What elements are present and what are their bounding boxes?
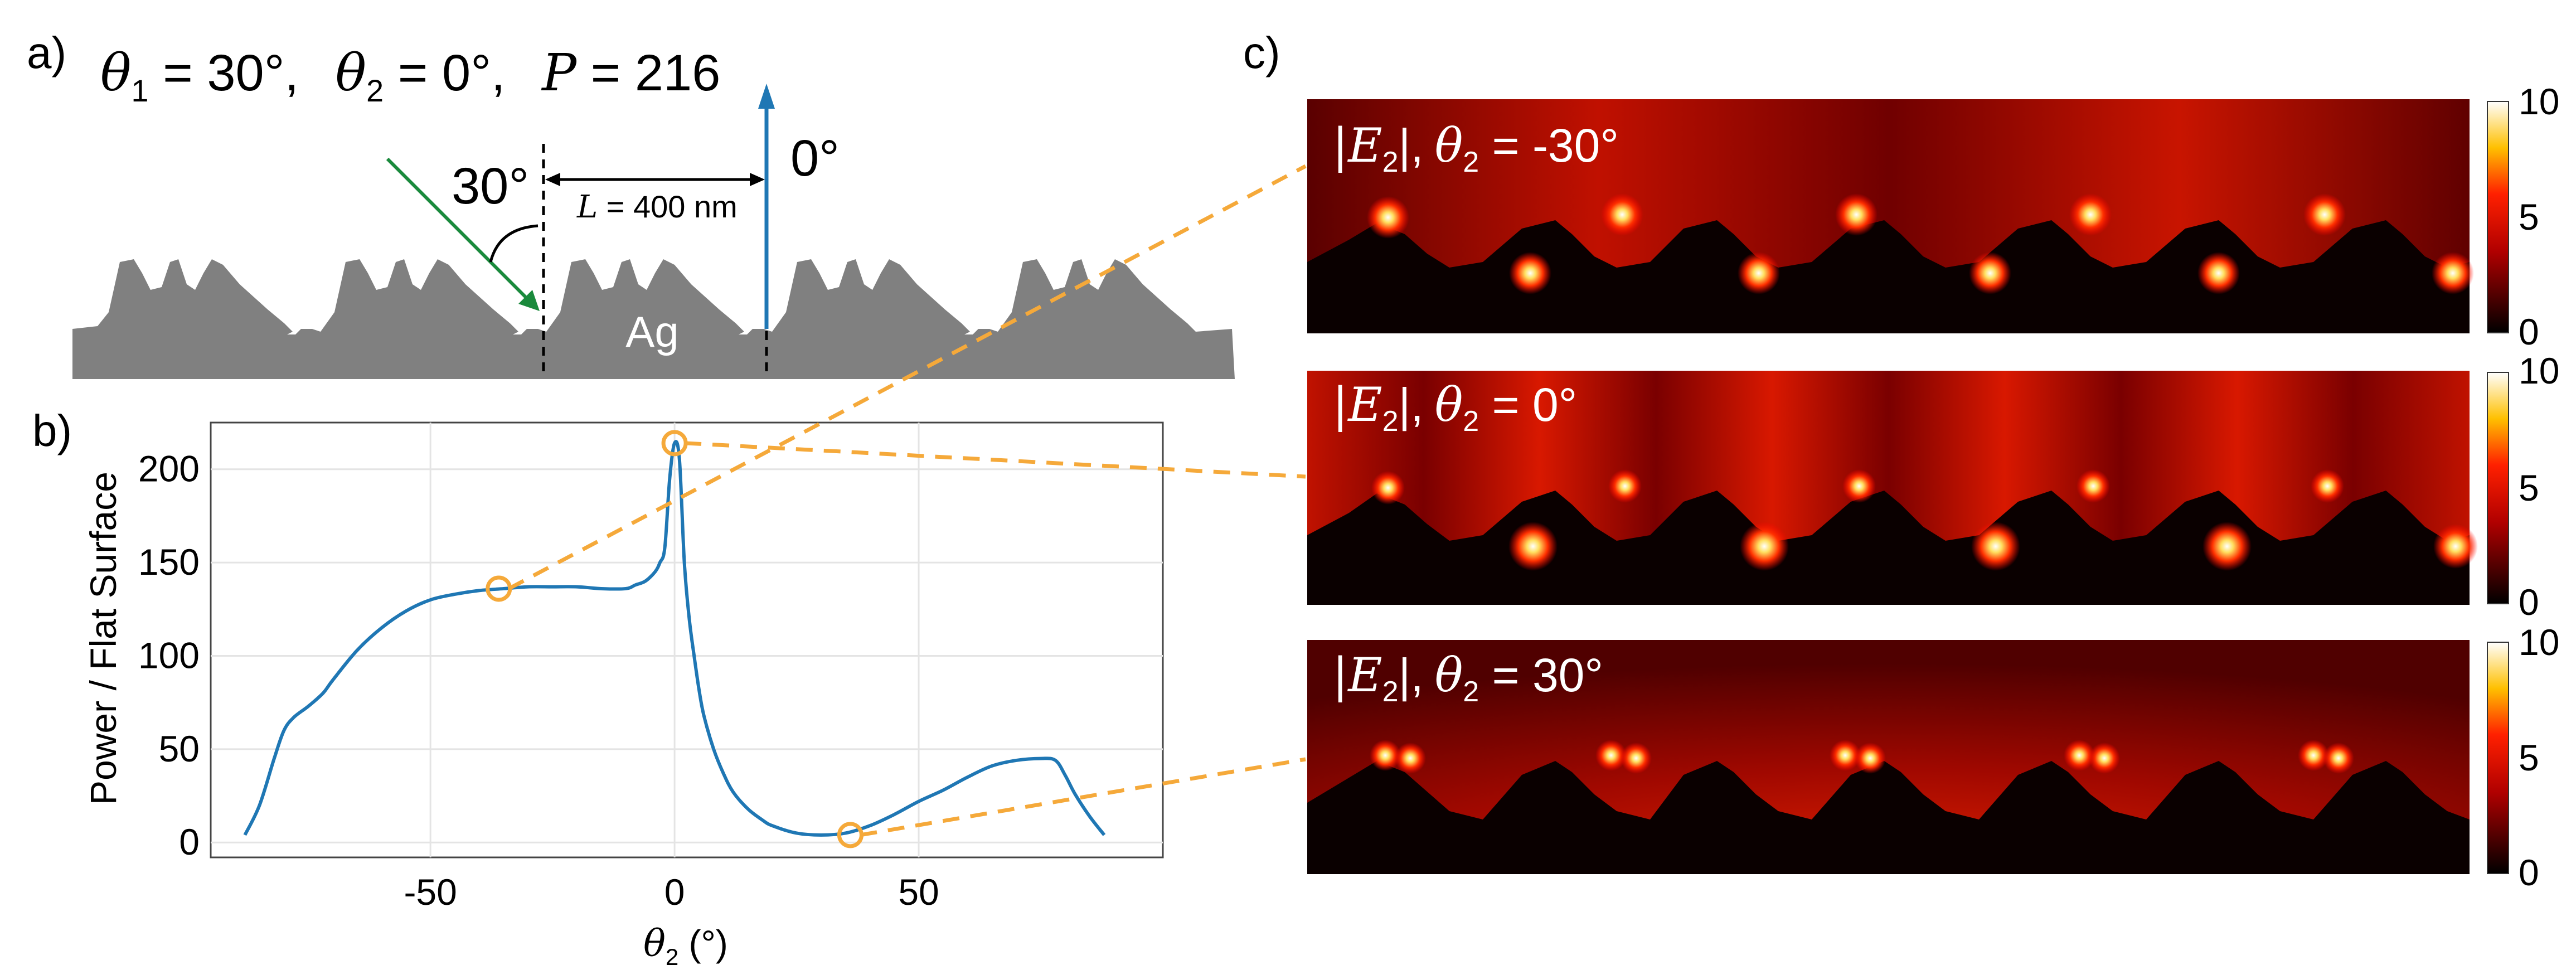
field-symbol: |E xyxy=(1332,648,1382,702)
y-axis-label: Power / Flat Surface xyxy=(83,472,124,805)
colorbar-mid: 5 xyxy=(2519,467,2539,508)
y-tick-label: 200 xyxy=(138,448,200,489)
field-symbol: |E xyxy=(1332,118,1382,173)
field-map-0: |E2|, θ2 = 0° xyxy=(1307,371,2478,605)
panel-b: b) -50 0 50 0 50 100 150 200 θ2 (°) Power / Fla… xyxy=(32,406,1164,970)
field-map-label-plus30: |E2|, θ2 = 30° xyxy=(1332,648,1603,708)
x-axis-symbol: θ xyxy=(643,922,666,965)
field-close: |, xyxy=(1399,119,1424,172)
x-tick-label: 50 xyxy=(898,871,939,913)
period-value: = 400 nm xyxy=(598,189,738,224)
theta-subscript: 2 xyxy=(1463,676,1479,708)
x-axis-unit: (°) xyxy=(678,923,728,964)
x-axis-label: θ2 (°) xyxy=(643,922,728,970)
theta1-symbol: θ xyxy=(100,43,131,103)
theta-symbol: θ xyxy=(1435,648,1463,702)
panel-a-label: a) xyxy=(27,28,66,77)
panel-a: a) θ1 = 30°, θ2 = 0°, P = 216 Ag L = 400… xyxy=(27,28,1235,379)
panel-c-label: c) xyxy=(1243,28,1280,77)
field-subscript: 2 xyxy=(1382,146,1399,178)
y-tick-label: 0 xyxy=(179,821,200,862)
theta-value: = -30° xyxy=(1479,119,1619,172)
colorbar-1: 10 5 0 xyxy=(2487,81,2559,352)
colorbar-max: 10 xyxy=(2519,350,2559,391)
period-arrowhead-left xyxy=(545,173,560,186)
incidence-angle-label: 30° xyxy=(452,158,529,215)
period-symbol: L xyxy=(576,189,598,225)
theta1-subscript: 1 xyxy=(131,73,148,108)
tick-labels: -50 0 50 0 50 100 150 200 xyxy=(138,448,939,913)
theta-value: = 0° xyxy=(1479,379,1577,431)
silver-surface xyxy=(72,259,1235,379)
theta-symbol: θ xyxy=(1435,377,1463,432)
colorbar-3: 10 5 0 xyxy=(2487,622,2559,893)
colorbar-min: 0 xyxy=(2519,852,2539,893)
theta-symbol: θ xyxy=(1435,118,1463,173)
x-axis-subscript: 2 xyxy=(666,944,678,970)
colorbar-max: 10 xyxy=(2519,81,2559,122)
theta-subscript: 2 xyxy=(1463,146,1479,178)
incidence-angle-arc xyxy=(489,224,539,263)
field-map-plus30: |E2|, θ2 = 30° xyxy=(1307,640,2470,874)
incident-arrow xyxy=(386,157,532,304)
outgoing-arrowhead xyxy=(758,84,775,109)
panel-a-header: θ1 = 30°, θ2 = 0°, P = 216 xyxy=(100,43,720,108)
field-map-label-0: |E2|, θ2 = 0° xyxy=(1332,377,1577,438)
y-tick-label: 150 xyxy=(138,541,200,583)
colorbar-min: 0 xyxy=(2519,311,2539,352)
connector-minus30 xyxy=(508,164,1307,591)
period-arrowhead-right xyxy=(750,173,765,186)
period-label: L = 400 nm xyxy=(576,189,738,225)
connector-0 xyxy=(684,441,1306,479)
power-curve xyxy=(243,440,1106,837)
theta2-subscript: 2 xyxy=(366,73,384,108)
theta1-value: = 30°, xyxy=(149,45,299,101)
colorbar-min: 0 xyxy=(2519,581,2539,623)
theta-subscript: 2 xyxy=(1463,405,1479,438)
panel-c: c) |E2|, θ2 = -30° xyxy=(1243,28,2559,893)
y-tick-label: 50 xyxy=(159,728,200,769)
panel-b-label: b) xyxy=(32,406,72,455)
colorbar-2: 10 5 0 xyxy=(2487,350,2559,623)
connector-lines xyxy=(508,164,1307,837)
theta-value: = 30° xyxy=(1479,649,1603,701)
colorbar-mid: 5 xyxy=(2519,737,2539,778)
colorbar-max: 10 xyxy=(2519,622,2559,663)
theta2-symbol: θ xyxy=(336,43,366,103)
field-map-minus30: |E2|, θ2 = -30° xyxy=(1307,99,2474,333)
outgoing-angle-label: 0° xyxy=(790,130,840,187)
field-map-label-minus30: |E2|, θ2 = -30° xyxy=(1332,118,1619,178)
material-label: Ag xyxy=(625,307,678,356)
grid xyxy=(211,423,1163,857)
power-symbol: P xyxy=(541,43,578,103)
field-subscript: 2 xyxy=(1382,676,1399,708)
field-symbol: |E xyxy=(1332,377,1382,432)
incident-arrowhead xyxy=(518,290,540,311)
field-subscript: 2 xyxy=(1382,405,1399,438)
connector-plus30 xyxy=(860,757,1306,837)
field-close: |, xyxy=(1399,649,1424,701)
y-tick-label: 100 xyxy=(138,634,200,676)
field-close: |, xyxy=(1399,379,1424,431)
theta2-value: = 0°, xyxy=(384,45,505,101)
colorbar-mid: 5 xyxy=(2519,196,2539,237)
power-value: = 216 xyxy=(576,45,720,101)
plot-frame xyxy=(210,421,1164,859)
x-tick-label: -50 xyxy=(404,871,457,913)
x-tick-label: 0 xyxy=(664,871,685,913)
